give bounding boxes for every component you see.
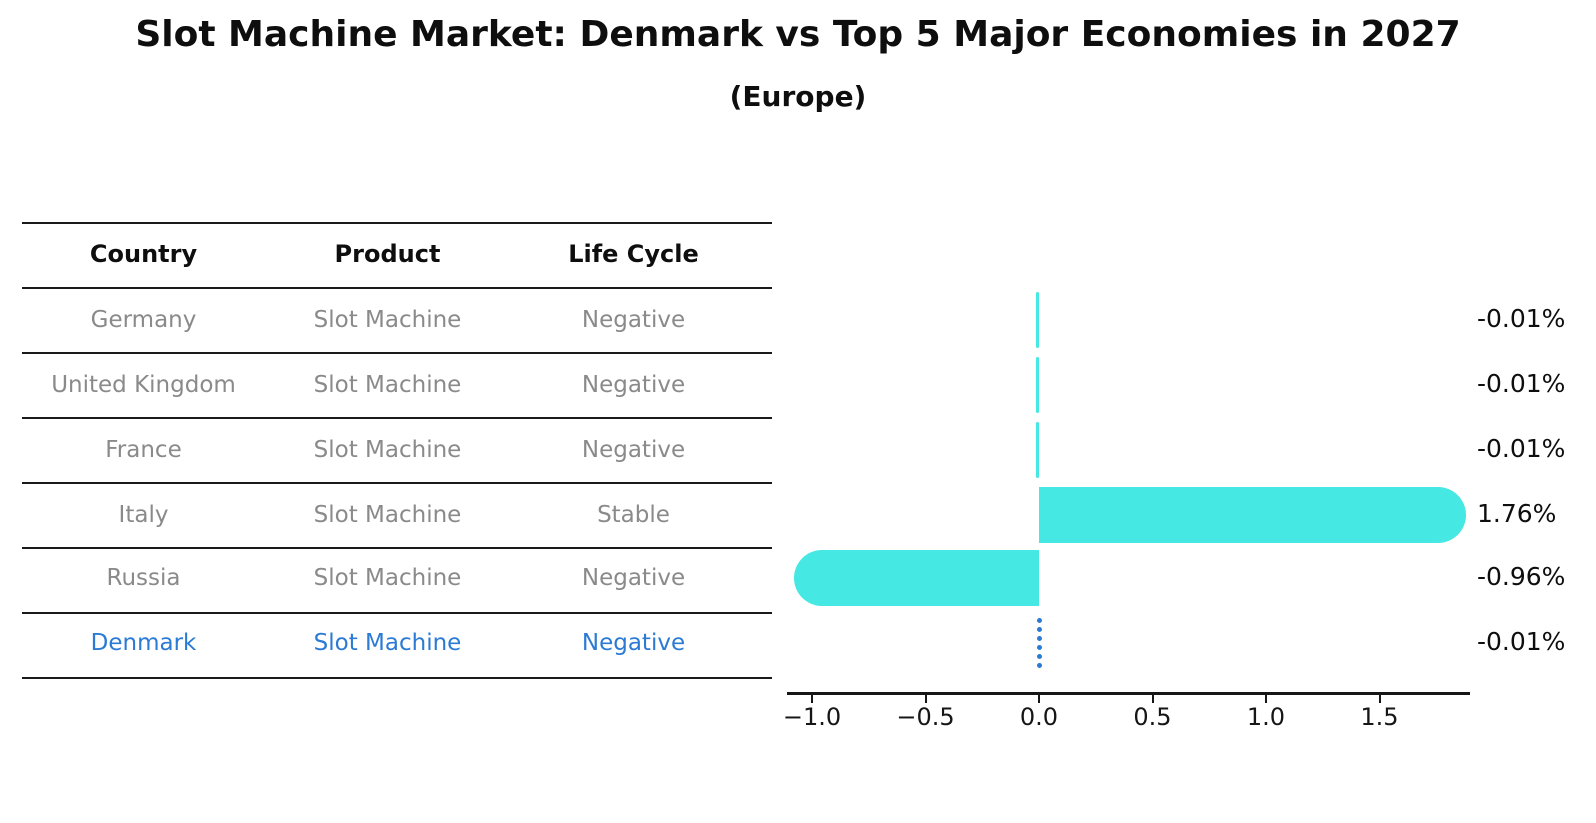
table-row-divider	[22, 352, 772, 354]
bar-germany	[1036, 292, 1039, 348]
table-cell-country: Germany	[90, 307, 197, 333]
x-axis-tick	[1038, 694, 1040, 703]
table-cell-life-cycle: Negative	[581, 307, 686, 333]
x-axis-tick-label: 1.5	[1360, 703, 1399, 731]
table-header-life-cycle: Life Cycle	[568, 240, 699, 268]
table-cell-country: France	[105, 437, 182, 463]
chart-subtitle: (Europe)	[729, 80, 867, 113]
table-cell-product: Slot Machine	[313, 502, 462, 528]
table-cell-product: Slot Machine	[313, 437, 462, 463]
table-row: United Kingdom Slot Machine Negative	[22, 353, 757, 418]
table-row-divider	[22, 222, 772, 224]
x-axis-tick	[1265, 694, 1267, 703]
x-axis-tick	[1378, 694, 1381, 703]
table-row-divider	[22, 677, 772, 679]
x-axis-tick-label: 0.5	[1133, 703, 1172, 731]
table-row-divider	[22, 287, 772, 289]
bar-value-label: -0.01%	[1477, 304, 1566, 333]
table-row: Italy Slot Machine Stable	[22, 483, 757, 548]
table-cell-life-cycle: Negative	[581, 372, 686, 398]
x-axis-tick-label: −0.5	[896, 703, 955, 731]
bar-united-kingdom	[1036, 357, 1039, 413]
table-row-divider	[22, 612, 772, 614]
x-axis-tick-label: 0.0	[1019, 703, 1059, 731]
x-axis-tick	[1151, 694, 1154, 703]
table-header-product: Product	[334, 240, 441, 268]
denmark-dotted-bar-marker	[1037, 618, 1042, 668]
table-cell-product: Slot Machine	[313, 565, 462, 591]
bar-value-label: -0.01%	[1477, 434, 1566, 463]
table-row-divider	[22, 417, 772, 419]
bar-value-label: -0.01%	[1477, 369, 1566, 398]
bar-value-label: -0.96%	[1477, 562, 1566, 591]
table-cell-country: Russia	[106, 565, 181, 591]
table-cell-product: Slot Machine	[313, 630, 462, 656]
chart-title: Slot Machine Market: Denmark vs Top 5 Ma…	[135, 14, 1461, 55]
x-axis-tick-label: 1.0	[1246, 703, 1286, 731]
table-cell-country: Italy	[118, 502, 169, 528]
table-cell-product: Slot Machine	[313, 372, 462, 398]
x-axis-tick	[924, 694, 927, 703]
table-row: Germany Slot Machine Negative	[22, 288, 757, 353]
bar-value-label: -0.01%	[1477, 627, 1566, 656]
bar-italy	[1039, 487, 1466, 543]
bar-value-label: 1.76%	[1477, 499, 1557, 528]
table-cell-country: United Kingdom	[51, 372, 236, 398]
table-cell-country: Denmark	[90, 630, 197, 656]
table-cell-life-cycle: Stable	[597, 502, 670, 528]
table-row: France Slot Machine Negative	[22, 418, 757, 483]
table-cell-life-cycle: Negative	[581, 437, 686, 463]
table-row-divider	[22, 482, 772, 484]
bar-france	[1036, 422, 1039, 478]
table-header-country: Country	[89, 240, 198, 268]
table-cell-product: Slot Machine	[313, 307, 462, 333]
table-row-divider	[22, 547, 772, 549]
table-row: Denmark Slot Machine Negative	[22, 611, 757, 676]
table-header-row: Country Product Life Cycle	[22, 222, 757, 287]
bar-russia	[794, 550, 1039, 606]
x-axis-spine	[787, 692, 1470, 695]
x-axis-tick-label: −1.0	[782, 703, 842, 731]
table-cell-life-cycle: Negative	[581, 565, 686, 591]
table-cell-life-cycle: Negative	[581, 630, 686, 656]
table-row: Russia Slot Machine Negative	[22, 546, 757, 611]
x-axis-tick	[811, 694, 813, 703]
